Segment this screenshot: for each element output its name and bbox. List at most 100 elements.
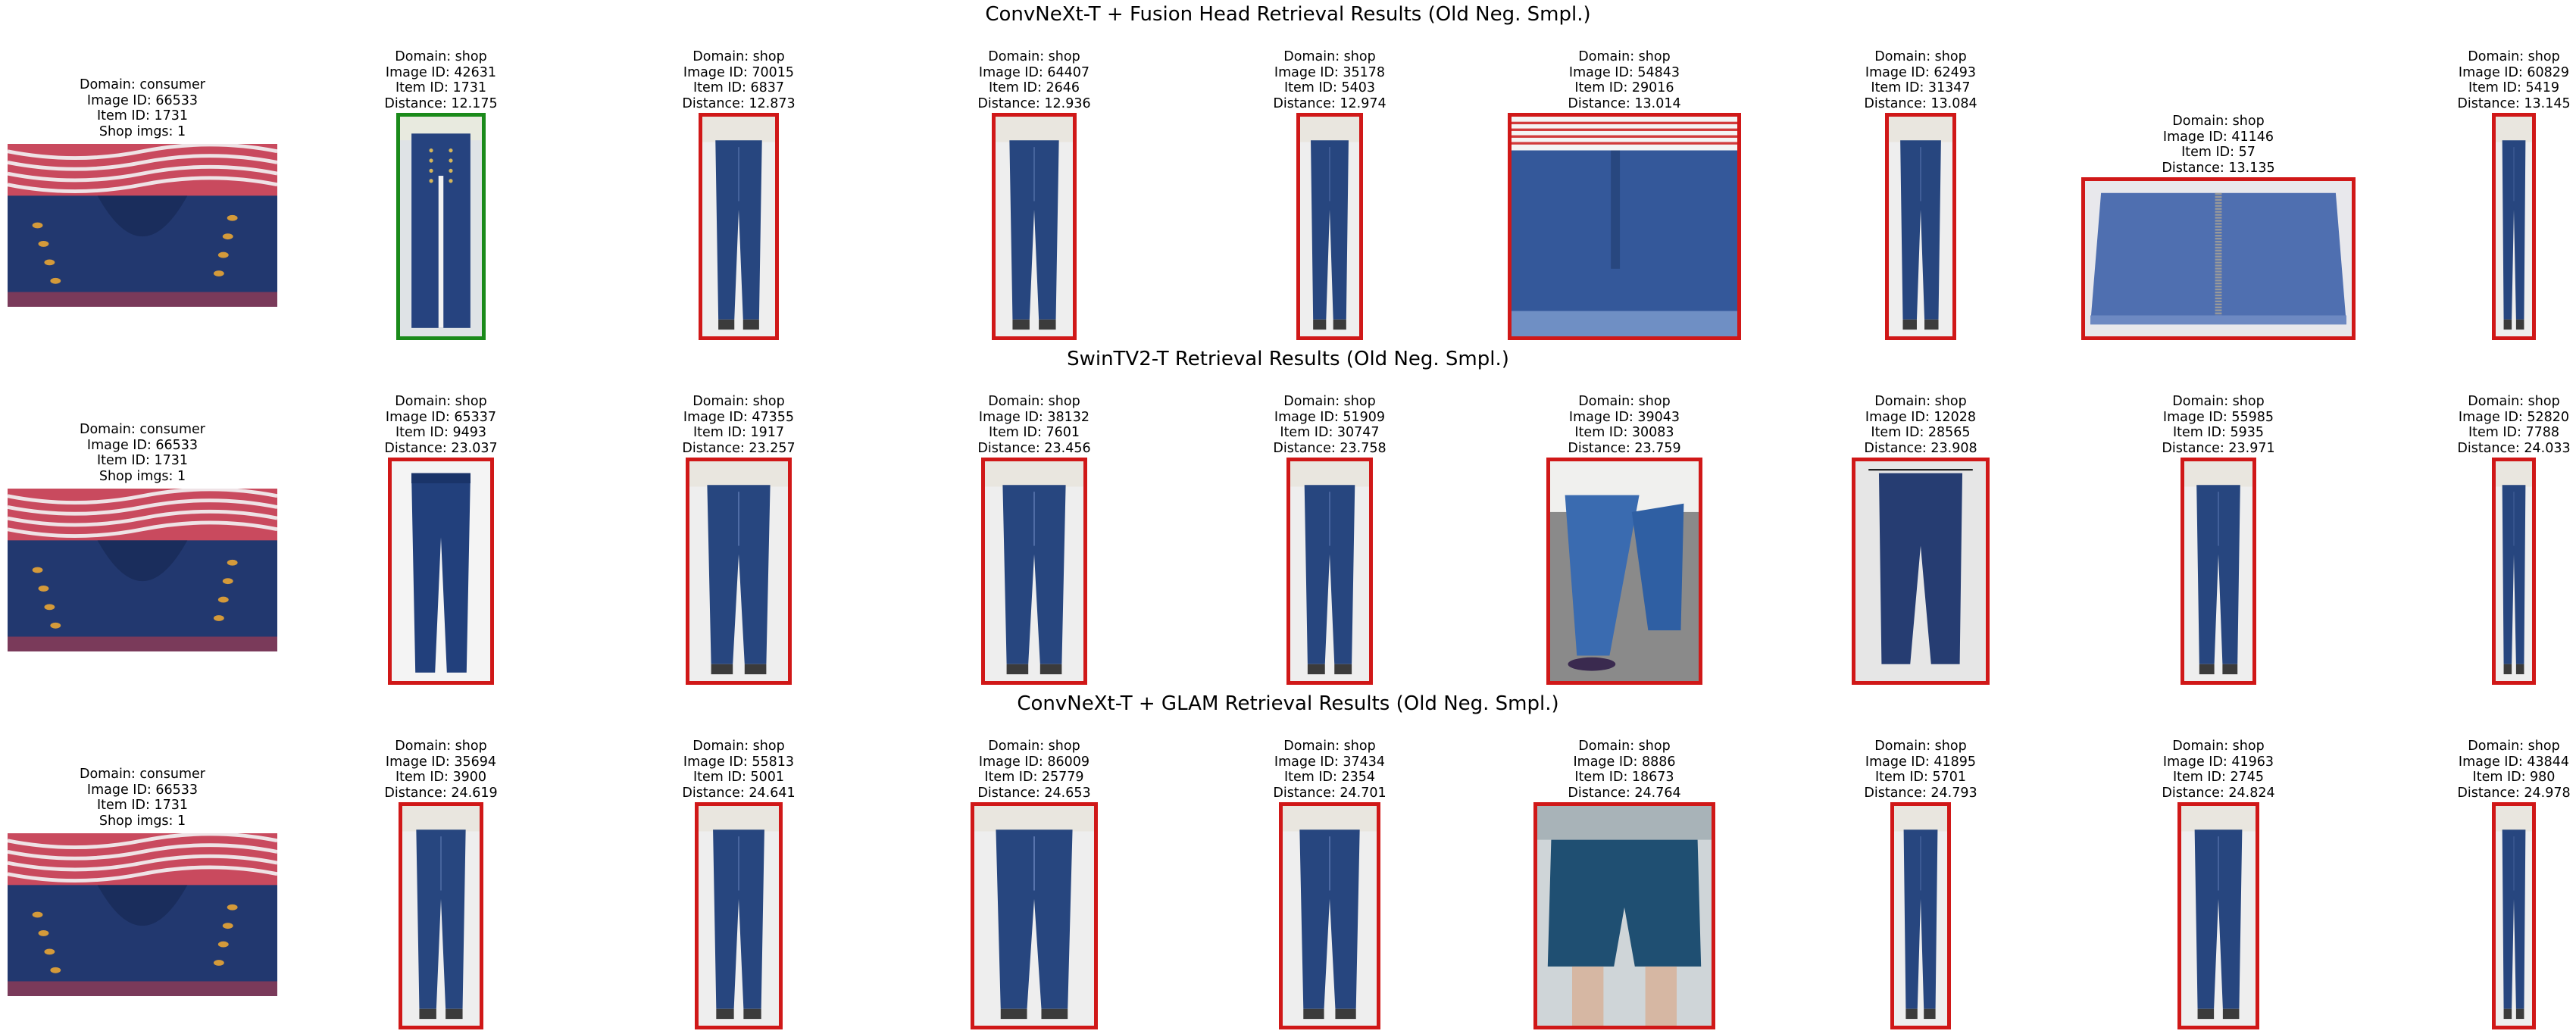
result-domain: Domain: shop xyxy=(692,394,785,409)
result-item-id: Item ID: 30747 xyxy=(1280,425,1380,440)
query-image-id: Image ID: 66533 xyxy=(86,782,199,798)
result-domain: Domain: shop xyxy=(988,49,1080,64)
result-image-id: Image ID: 37434 xyxy=(1274,754,1386,770)
result-domain: Domain: shop xyxy=(395,49,487,64)
result-caption: Domain: shop Image ID: 47355 Item ID: 1917… xyxy=(682,394,795,456)
result-caption: Domain: shop Image ID: 37434 Item ID: 2354… xyxy=(1273,739,1386,801)
result-distance: Distance: 23.971 xyxy=(2162,440,2275,456)
query-caption: Domain: consumer Image ID: 66533 Item ID: … xyxy=(80,422,205,484)
result-item-id: Item ID: 1917 xyxy=(692,425,785,440)
result-caption: Domain: shop Image ID: 64407 Item ID: 2646… xyxy=(977,49,1090,111)
result-image-incorrect xyxy=(1890,802,1951,1029)
result-image-id: Image ID: 51909 xyxy=(1274,409,1386,425)
result-distance: Distance: 23.257 xyxy=(682,440,796,456)
result-image-incorrect xyxy=(2181,458,2256,685)
result-distance: Distance: 24.653 xyxy=(977,785,1091,801)
result-image-id: Image ID: 55813 xyxy=(683,754,795,770)
result-distance: Distance: 23.037 xyxy=(384,440,498,456)
result-item-id: Item ID: 7601 xyxy=(988,425,1080,440)
result-image-id: Image ID: 43844 xyxy=(2458,754,2570,770)
result-image-incorrect xyxy=(971,802,1098,1029)
result-image-incorrect xyxy=(2177,802,2259,1029)
result-caption: Domain: shop Image ID: 51909 Item ID: 3074… xyxy=(1273,394,1386,456)
result-item-id: Item ID: 2354 xyxy=(1283,770,1376,785)
result-image-id: Image ID: 41963 xyxy=(2162,754,2274,770)
result-distance: Distance: 24.701 xyxy=(1273,785,1386,801)
result-distance: Distance: 13.014 xyxy=(1568,95,1681,111)
result-distance: Distance: 23.758 xyxy=(1273,440,1386,456)
result-distance: Distance: 12.175 xyxy=(384,95,498,111)
result-image-id: Image ID: 8886 xyxy=(1573,754,1676,770)
result-distance: Distance: 12.974 xyxy=(1273,95,1386,111)
result-item-id: Item ID: 9493 xyxy=(395,425,487,440)
result-image-id: Image ID: 70015 xyxy=(683,64,795,80)
result-image-incorrect xyxy=(1533,802,1715,1029)
result-distance: Distance: 23.759 xyxy=(1568,440,1681,456)
result-item-id: Item ID: 18673 xyxy=(1574,770,1674,785)
result-domain: Domain: shop xyxy=(1874,739,1967,754)
result-domain: Domain: shop xyxy=(2172,739,2265,754)
result-domain: Domain: shop xyxy=(2172,394,2265,409)
result-caption: Domain: shop Image ID: 38132 Item ID: 7601… xyxy=(977,394,1090,456)
result-caption: Domain: shop Image ID: 70015 Item ID: 6837… xyxy=(682,49,795,111)
result-distance: Distance: 13.135 xyxy=(2162,160,2275,176)
result-caption: Domain: shop Image ID: 41895 Item ID: 5701… xyxy=(1864,739,1977,801)
result-image-incorrect xyxy=(2492,802,2536,1029)
result-domain: Domain: shop xyxy=(1578,394,1671,409)
result-image-id: Image ID: 39043 xyxy=(1568,409,1680,425)
result-distance: Distance: 24.793 xyxy=(1864,785,1977,801)
result-domain: Domain: shop xyxy=(1874,49,1967,64)
result-item-id: Item ID: 29016 xyxy=(1574,80,1674,95)
result-domain: Domain: shop xyxy=(2172,114,2265,129)
query-shop-imgs: Shop imgs: 1 xyxy=(98,468,186,484)
result-domain: Domain: shop xyxy=(692,49,785,64)
result-distance: Distance: 24.033 xyxy=(2457,440,2571,456)
result-caption: Domain: shop Image ID: 65337 Item ID: 9493… xyxy=(384,394,497,456)
row-title: ConvNeXt-T + GLAM Retrieval Results (Old… xyxy=(1017,692,1559,715)
result-distance: Distance: 24.824 xyxy=(2162,785,2275,801)
result-distance: Distance: 24.619 xyxy=(384,785,498,801)
result-caption: Domain: shop Image ID: 8886 Item ID: 18673… xyxy=(1568,739,1680,801)
result-image-id: Image ID: 47355 xyxy=(683,409,795,425)
result-image-incorrect xyxy=(1508,113,1741,340)
result-domain: Domain: shop xyxy=(2468,394,2560,409)
result-distance: Distance: 24.641 xyxy=(682,785,796,801)
query-caption: Domain: consumer Image ID: 66533 Item ID: … xyxy=(80,77,205,139)
result-distance: Distance: 12.936 xyxy=(977,95,1091,111)
result-caption: Domain: shop Image ID: 43844 Item ID: 980 D… xyxy=(2457,739,2570,801)
result-caption: Domain: shop Image ID: 86009 Item ID: 2577… xyxy=(977,739,1090,801)
result-distance: Distance: 24.978 xyxy=(2457,785,2571,801)
result-image-incorrect xyxy=(1885,113,1956,340)
result-image-id: Image ID: 35694 xyxy=(385,754,497,770)
result-item-id: Item ID: 31347 xyxy=(1871,80,1971,95)
result-item-id: Item ID: 5701 xyxy=(1874,770,1967,785)
result-image-incorrect xyxy=(2492,458,2536,685)
result-image-id: Image ID: 52820 xyxy=(2458,409,2570,425)
query-caption: Domain: consumer Image ID: 66533 Item ID: … xyxy=(80,767,205,829)
result-caption: Domain: shop Image ID: 62493 Item ID: 3134… xyxy=(1864,49,1977,111)
result-image-correct xyxy=(396,113,486,340)
query-image-id: Image ID: 66533 xyxy=(86,92,199,108)
result-item-id: Item ID: 30083 xyxy=(1574,425,1674,440)
result-domain: Domain: shop xyxy=(1283,739,1376,754)
query-shop-imgs: Shop imgs: 1 xyxy=(98,123,186,139)
result-image-id: Image ID: 86009 xyxy=(978,754,1090,770)
result-domain: Domain: shop xyxy=(1283,49,1376,64)
result-image-incorrect xyxy=(1279,802,1380,1029)
result-domain: Domain: shop xyxy=(2468,739,2560,754)
result-caption: Domain: shop Image ID: 12028 Item ID: 2856… xyxy=(1864,394,1977,456)
query-domain: Domain: consumer xyxy=(79,77,206,92)
result-caption: Domain: shop Image ID: 52820 Item ID: 7788… xyxy=(2457,394,2570,456)
result-item-id: Item ID: 2646 xyxy=(988,80,1080,95)
result-item-id: Item ID: 3900 xyxy=(395,770,487,785)
query-item-id: Item ID: 1731 xyxy=(96,798,189,813)
result-caption: Domain: shop Image ID: 42631 Item ID: 1731… xyxy=(384,49,497,111)
result-caption: Domain: shop Image ID: 55985 Item ID: 5935… xyxy=(2162,394,2274,456)
result-image-id: Image ID: 65337 xyxy=(385,409,497,425)
result-item-id: Item ID: 6837 xyxy=(692,80,785,95)
result-domain: Domain: shop xyxy=(988,394,1080,409)
result-image-incorrect xyxy=(686,458,792,685)
row-title: ConvNeXt-T + Fusion Head Retrieval Resul… xyxy=(985,3,1591,26)
result-domain: Domain: shop xyxy=(395,739,487,754)
result-distance: Distance: 23.456 xyxy=(977,440,1091,456)
